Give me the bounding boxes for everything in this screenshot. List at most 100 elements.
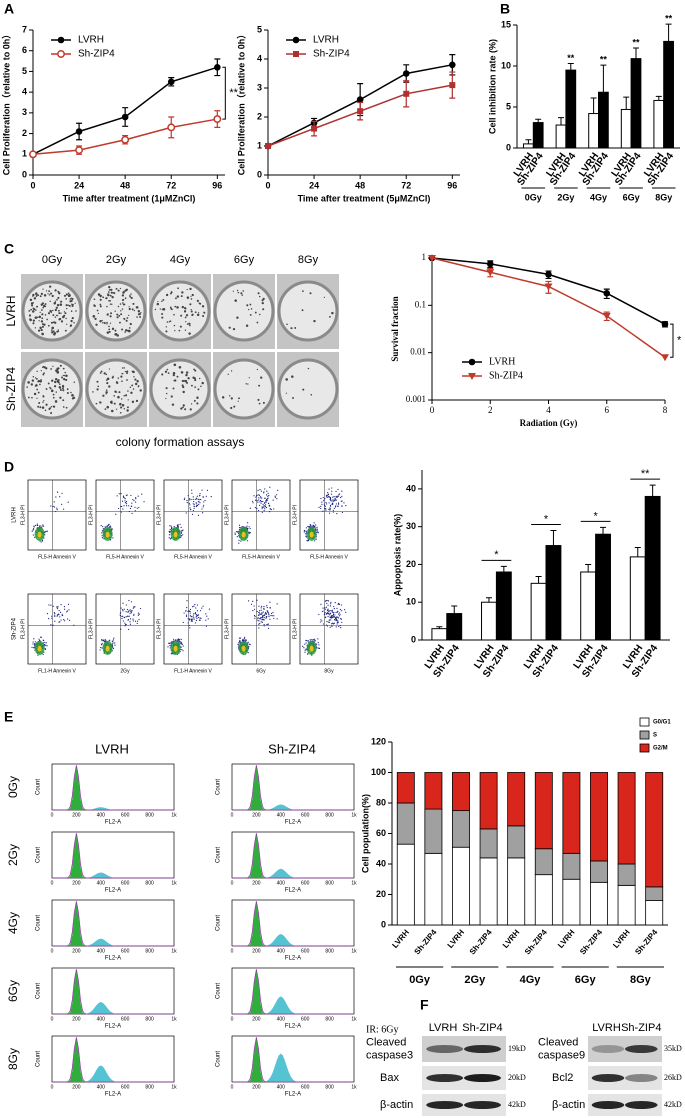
colony — [197, 388, 200, 391]
event — [63, 606, 66, 608]
event — [273, 615, 275, 617]
band — [625, 1045, 658, 1053]
event — [331, 614, 333, 617]
y-tick-label: 120 — [371, 736, 386, 746]
event — [64, 620, 66, 622]
colony — [131, 308, 134, 311]
x-tick-label: 400 — [277, 812, 286, 818]
event — [337, 488, 339, 491]
event — [343, 502, 345, 504]
colony — [202, 314, 205, 318]
event — [270, 508, 272, 511]
event — [199, 619, 201, 621]
x-tick-label: 800 — [145, 948, 154, 954]
colony — [122, 298, 125, 302]
fit-outline — [232, 1037, 354, 1083]
y-tick-label: 1 — [22, 149, 27, 159]
colony — [36, 397, 38, 399]
event — [125, 501, 128, 503]
colony — [121, 308, 124, 310]
event — [338, 612, 341, 614]
x-tick-label: 72 — [401, 180, 411, 190]
event — [183, 612, 185, 614]
colony — [173, 363, 177, 367]
colony — [45, 403, 48, 406]
colony — [93, 298, 96, 300]
colony — [110, 409, 114, 413]
colony — [62, 374, 64, 377]
event — [323, 500, 325, 502]
x-axis-label: FL5-H Annexin V — [174, 554, 212, 560]
event — [101, 532, 103, 534]
colony — [140, 312, 142, 314]
event — [73, 624, 75, 626]
event — [306, 639, 308, 642]
event — [185, 615, 188, 617]
y-axis-label: FL3-H PI — [156, 619, 162, 639]
event — [193, 503, 195, 505]
event — [196, 495, 198, 497]
colony — [309, 292, 312, 295]
event — [243, 638, 245, 640]
event — [336, 513, 338, 515]
y-tick-label: 1 — [422, 252, 427, 262]
event — [260, 609, 262, 611]
colony — [67, 304, 70, 306]
event — [239, 637, 242, 639]
x-tick-label: 1k — [171, 880, 177, 886]
colony — [65, 374, 68, 377]
colony — [184, 316, 187, 319]
band-size: 26kD — [664, 1073, 682, 1082]
event — [327, 494, 330, 496]
band — [625, 1074, 658, 1082]
y-tick-label: 80 — [376, 797, 386, 807]
marker — [603, 289, 611, 297]
bar — [495, 571, 512, 641]
x-tick-label: 96 — [212, 180, 222, 190]
plate — [149, 358, 211, 420]
x-tick-label: 200 — [252, 1084, 261, 1090]
legend-label: LVRH — [313, 35, 339, 46]
colony — [291, 375, 294, 378]
colony — [203, 311, 206, 314]
event — [66, 610, 68, 612]
band — [426, 1045, 464, 1053]
colony — [194, 386, 197, 388]
marker — [29, 150, 37, 159]
error-bar — [567, 63, 574, 71]
event — [205, 613, 207, 615]
event — [181, 649, 183, 651]
x-tick-label: 1k — [171, 812, 177, 818]
event — [339, 624, 341, 627]
event — [245, 640, 247, 642]
colony — [33, 297, 37, 300]
band-size: 42kD — [508, 1100, 526, 1109]
colony — [129, 295, 132, 298]
colony — [161, 300, 163, 303]
bar — [481, 601, 497, 641]
legend-marker — [57, 36, 65, 44]
event — [210, 496, 212, 498]
event — [273, 508, 275, 510]
event — [125, 604, 127, 606]
event — [48, 604, 50, 606]
event — [34, 536, 36, 538]
event — [134, 620, 137, 622]
event — [192, 496, 194, 498]
event — [257, 501, 259, 503]
event — [61, 492, 63, 494]
event — [326, 602, 328, 604]
bar — [565, 69, 577, 149]
bar — [588, 113, 599, 149]
event — [258, 623, 260, 625]
x-tick-label: 400 — [277, 880, 286, 886]
colony — [99, 303, 102, 306]
event — [53, 611, 55, 614]
density-core — [241, 645, 246, 652]
event — [337, 613, 340, 615]
bar — [598, 91, 609, 149]
colony — [92, 391, 94, 393]
event — [317, 531, 319, 533]
event — [267, 497, 269, 499]
